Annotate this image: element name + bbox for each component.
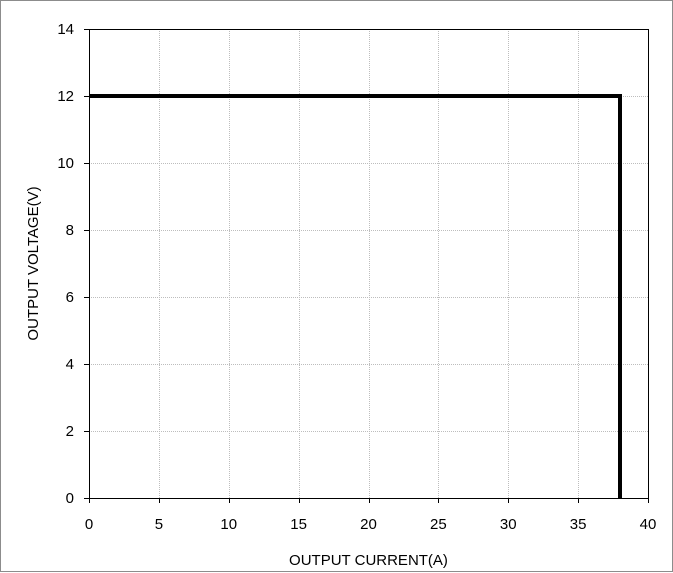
x-axis-title: OUTPUT CURRENT(A) [289, 552, 448, 569]
x-tick-label-0: 0 [85, 516, 93, 533]
series-layer [89, 94, 622, 498]
y-tick-label-0: 0 [66, 490, 74, 507]
y-tick-label-3: 6 [66, 289, 74, 306]
y-axis-title: OUTPUT VOLTAGE(V) [25, 186, 42, 340]
series-line-0 [89, 94, 622, 498]
x-tick-label-7: 35 [570, 516, 587, 533]
grid-layer [89, 29, 648, 498]
y-tick-label-7: 14 [57, 21, 74, 38]
x-tick-label-1: 5 [155, 516, 163, 533]
x-tick-label-5: 25 [430, 516, 447, 533]
y-tick-label-2: 4 [66, 356, 74, 373]
y-tick-label-5: 10 [57, 155, 74, 172]
y-tick-label-1: 2 [66, 423, 74, 440]
y-tick-label-6: 12 [57, 88, 74, 105]
tick-layer: 0 5 10 15 20 25 30 35 40 0 2 4 6 8 10 12 14 [57, 21, 656, 533]
x-tick-label-2: 10 [220, 516, 237, 533]
x-tick-label-6: 30 [500, 516, 517, 533]
x-tick-label-4: 20 [360, 516, 377, 533]
x-tick-label-8: 40 [640, 516, 657, 533]
x-tick-label-3: 15 [290, 516, 307, 533]
y-tick-label-4: 8 [66, 222, 74, 239]
